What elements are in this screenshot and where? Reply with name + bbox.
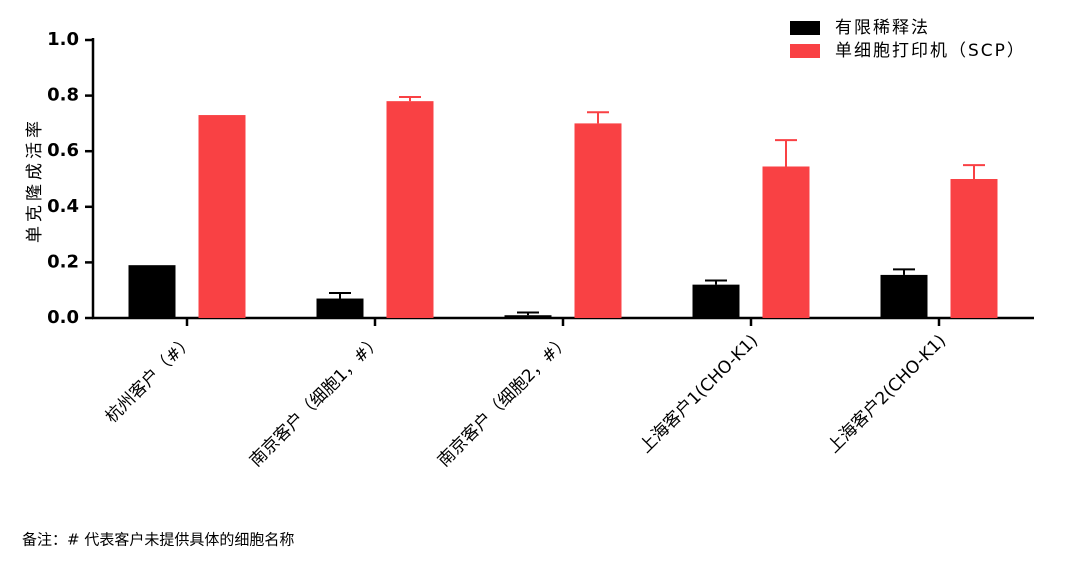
error-bar [775, 139, 797, 167]
bar [762, 166, 810, 318]
legend-swatch [790, 44, 820, 58]
bar [692, 284, 740, 318]
legend-swatch [790, 21, 820, 35]
bar [386, 101, 434, 318]
error-bar [705, 279, 727, 285]
y-tick-label: 0.4 [47, 196, 79, 217]
error-bar [963, 164, 985, 179]
x-tick-label: 南京客户（细胞1，#） [246, 331, 386, 471]
legend-label: 有限稀释法 [835, 18, 930, 38]
error-bar [893, 268, 915, 275]
legend-label: 单细胞打印机（SCP） [835, 41, 1026, 61]
bar [504, 315, 552, 318]
error-bar [399, 95, 421, 102]
bar [128, 265, 176, 318]
error-bar [587, 111, 609, 124]
y-tick-label: 1.0 [47, 29, 79, 50]
y-tick-label: 0.6 [47, 140, 79, 161]
y-tick-label: 0.2 [47, 251, 79, 272]
bar [950, 179, 998, 318]
y-axis-label: 单克隆成活率 [25, 117, 45, 243]
bar [880, 274, 928, 318]
error-bar [517, 311, 539, 316]
error-bar [329, 291, 351, 299]
y-tick-label: 0.8 [47, 85, 79, 106]
bar [198, 115, 246, 318]
x-tick-label: 南京客户（细胞2，#） [434, 331, 574, 471]
x-tick-label: 杭州客户（#） [102, 331, 198, 427]
bar [316, 298, 364, 318]
x-tick-label: 上海客户2(CHO-K1) [824, 331, 950, 457]
bar [574, 123, 622, 319]
footnote: 备注：# 代表客户未提供具体的细胞名称 [22, 531, 294, 549]
x-tick-label: 上海客户1(CHO-K1) [636, 331, 762, 457]
y-tick-label: 0.0 [47, 307, 79, 328]
